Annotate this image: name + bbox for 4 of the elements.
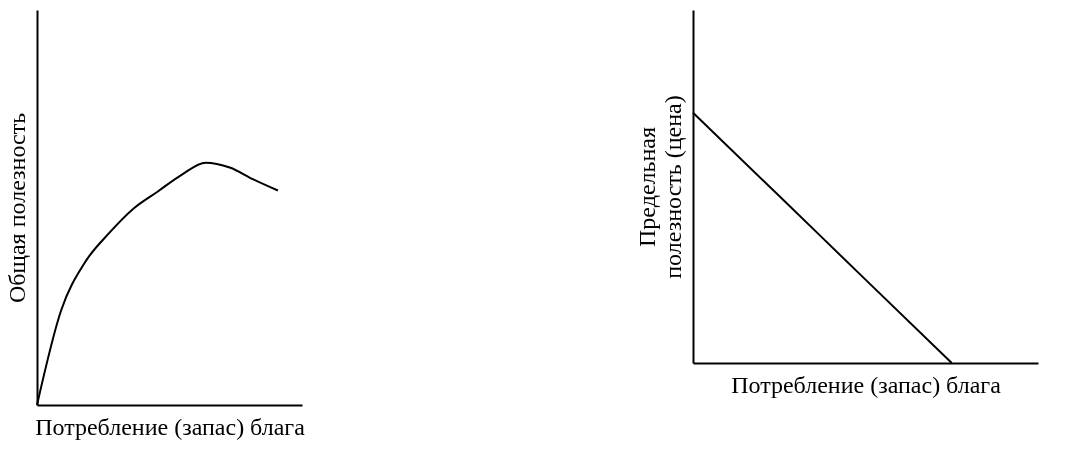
y-axis-title: Предельная полезность (цена)	[633, 95, 686, 279]
x-axis-title: Потребление (запас) блага	[731, 371, 1002, 398]
x-axis-title: Потребление (запас) блага	[35, 413, 306, 440]
y-axis-title: Общая полезность	[3, 112, 30, 304]
